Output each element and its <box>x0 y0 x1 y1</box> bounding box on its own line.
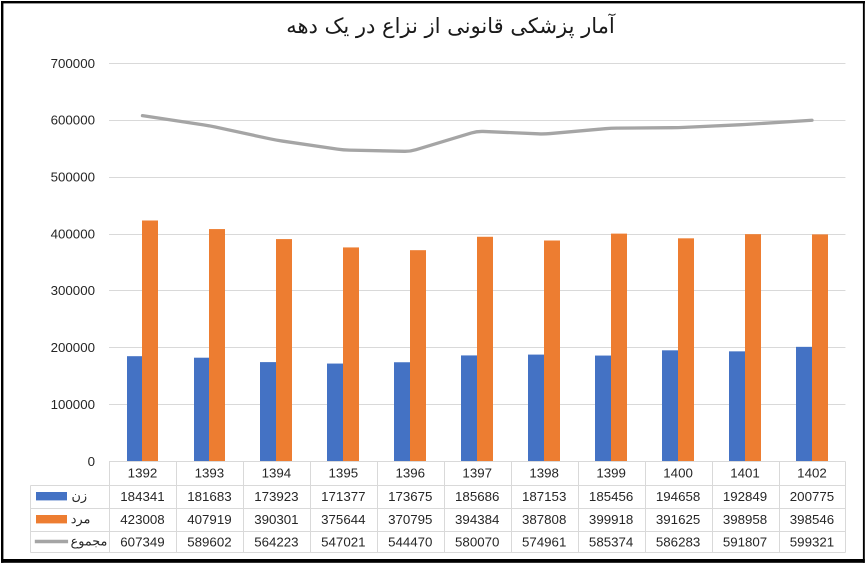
svg-text:394384: 394384 <box>455 512 499 527</box>
svg-text:300000: 300000 <box>51 283 95 298</box>
svg-text:192849: 192849 <box>723 489 767 504</box>
svg-text:591807: 591807 <box>723 534 767 549</box>
svg-text:607349: 607349 <box>120 534 164 549</box>
svg-text:1394: 1394 <box>262 466 292 481</box>
svg-text:181683: 181683 <box>187 489 231 504</box>
svg-text:580070: 580070 <box>455 534 499 549</box>
svg-text:1399: 1399 <box>596 466 626 481</box>
svg-text:574961: 574961 <box>522 534 566 549</box>
svg-text:185686: 185686 <box>455 489 499 504</box>
svg-text:585374: 585374 <box>589 534 633 549</box>
svg-text:544470: 544470 <box>388 534 432 549</box>
svg-text:387808: 387808 <box>522 512 566 527</box>
svg-text:1396: 1396 <box>395 466 425 481</box>
svg-text:564223: 564223 <box>254 534 298 549</box>
svg-text:187153: 187153 <box>522 489 566 504</box>
svg-text:375644: 375644 <box>321 512 365 527</box>
svg-text:185456: 185456 <box>589 489 633 504</box>
svg-text:398958: 398958 <box>723 512 767 527</box>
svg-text:1395: 1395 <box>329 466 359 481</box>
svg-text:547021: 547021 <box>321 534 365 549</box>
svg-text:599321: 599321 <box>790 534 834 549</box>
svg-text:423008: 423008 <box>120 512 164 527</box>
svg-text:391625: 391625 <box>656 512 700 527</box>
svg-text:200775: 200775 <box>790 489 834 504</box>
svg-text:200000: 200000 <box>51 340 95 355</box>
svg-text:0: 0 <box>88 454 95 469</box>
svg-text:700000: 700000 <box>51 56 95 71</box>
svg-text:589602: 589602 <box>187 534 231 549</box>
svg-text:1401: 1401 <box>730 466 760 481</box>
svg-text:173675: 173675 <box>388 489 432 504</box>
svg-text:1402: 1402 <box>797 466 827 481</box>
svg-text:400000: 400000 <box>51 226 95 241</box>
svg-text:171377: 171377 <box>321 489 365 504</box>
svg-text:1392: 1392 <box>128 466 158 481</box>
svg-text:390301: 390301 <box>254 512 298 527</box>
svg-text:1398: 1398 <box>529 466 559 481</box>
svg-text:600000: 600000 <box>51 113 95 128</box>
svg-text:1397: 1397 <box>462 466 492 481</box>
svg-text:586283: 586283 <box>656 534 700 549</box>
svg-text:1393: 1393 <box>195 466 225 481</box>
svg-text:370795: 370795 <box>388 512 432 527</box>
svg-text:398546: 398546 <box>790 512 834 527</box>
svg-text:194658: 194658 <box>656 489 700 504</box>
svg-text:500000: 500000 <box>51 170 95 185</box>
svg-text:100000: 100000 <box>51 397 95 412</box>
svg-text:407919: 407919 <box>187 512 231 527</box>
svg-text:173923: 173923 <box>254 489 298 504</box>
svg-text:1400: 1400 <box>663 466 693 481</box>
svg-text:184341: 184341 <box>120 489 164 504</box>
svg-text:399918: 399918 <box>589 512 633 527</box>
